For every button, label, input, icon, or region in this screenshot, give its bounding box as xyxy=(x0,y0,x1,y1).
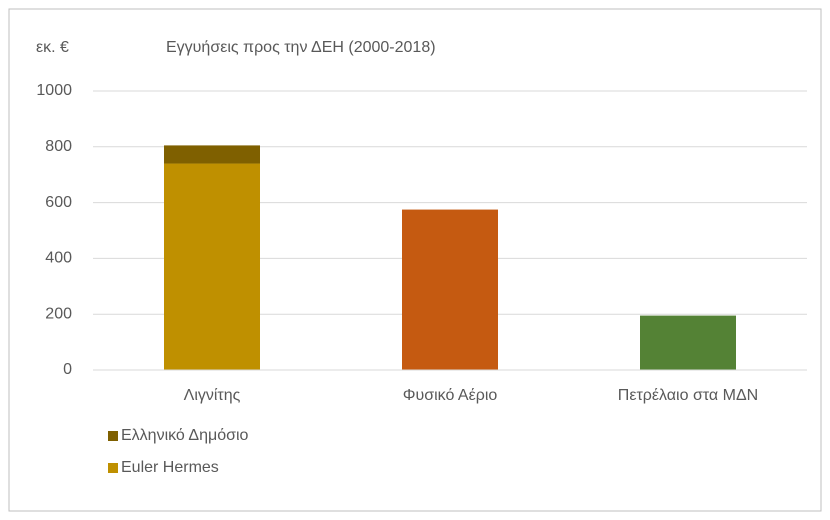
bar-segment xyxy=(164,163,260,370)
x-tick-label: Λιγνίτης xyxy=(184,387,241,404)
y-tick-label: 200 xyxy=(45,305,72,322)
y-tick-label: 600 xyxy=(45,194,72,211)
bar-segment xyxy=(402,209,498,370)
y-tick-label: 0 xyxy=(63,361,72,378)
y-tick-label: 1000 xyxy=(36,82,72,99)
bar-segment xyxy=(164,145,260,164)
x-tick-label: Πετρέλαιο στα ΜΔΝ xyxy=(618,387,758,404)
bar-segment xyxy=(640,315,736,370)
y-tick-label: 400 xyxy=(45,250,72,267)
x-tick-label: Φυσικό Αέριο xyxy=(403,387,498,404)
y-tick-label: 800 xyxy=(45,138,72,155)
legend-swatch xyxy=(108,431,118,441)
legend-label: Euler Hermes xyxy=(121,459,219,476)
legend-swatch xyxy=(108,463,118,473)
legend-label: Ελληνικό Δημόσιο xyxy=(121,427,249,444)
y-axis-label: εκ. € xyxy=(36,39,69,56)
chart-title: Εγγυήσεις προς την ΔΕΗ (2000-2018) xyxy=(166,39,436,56)
